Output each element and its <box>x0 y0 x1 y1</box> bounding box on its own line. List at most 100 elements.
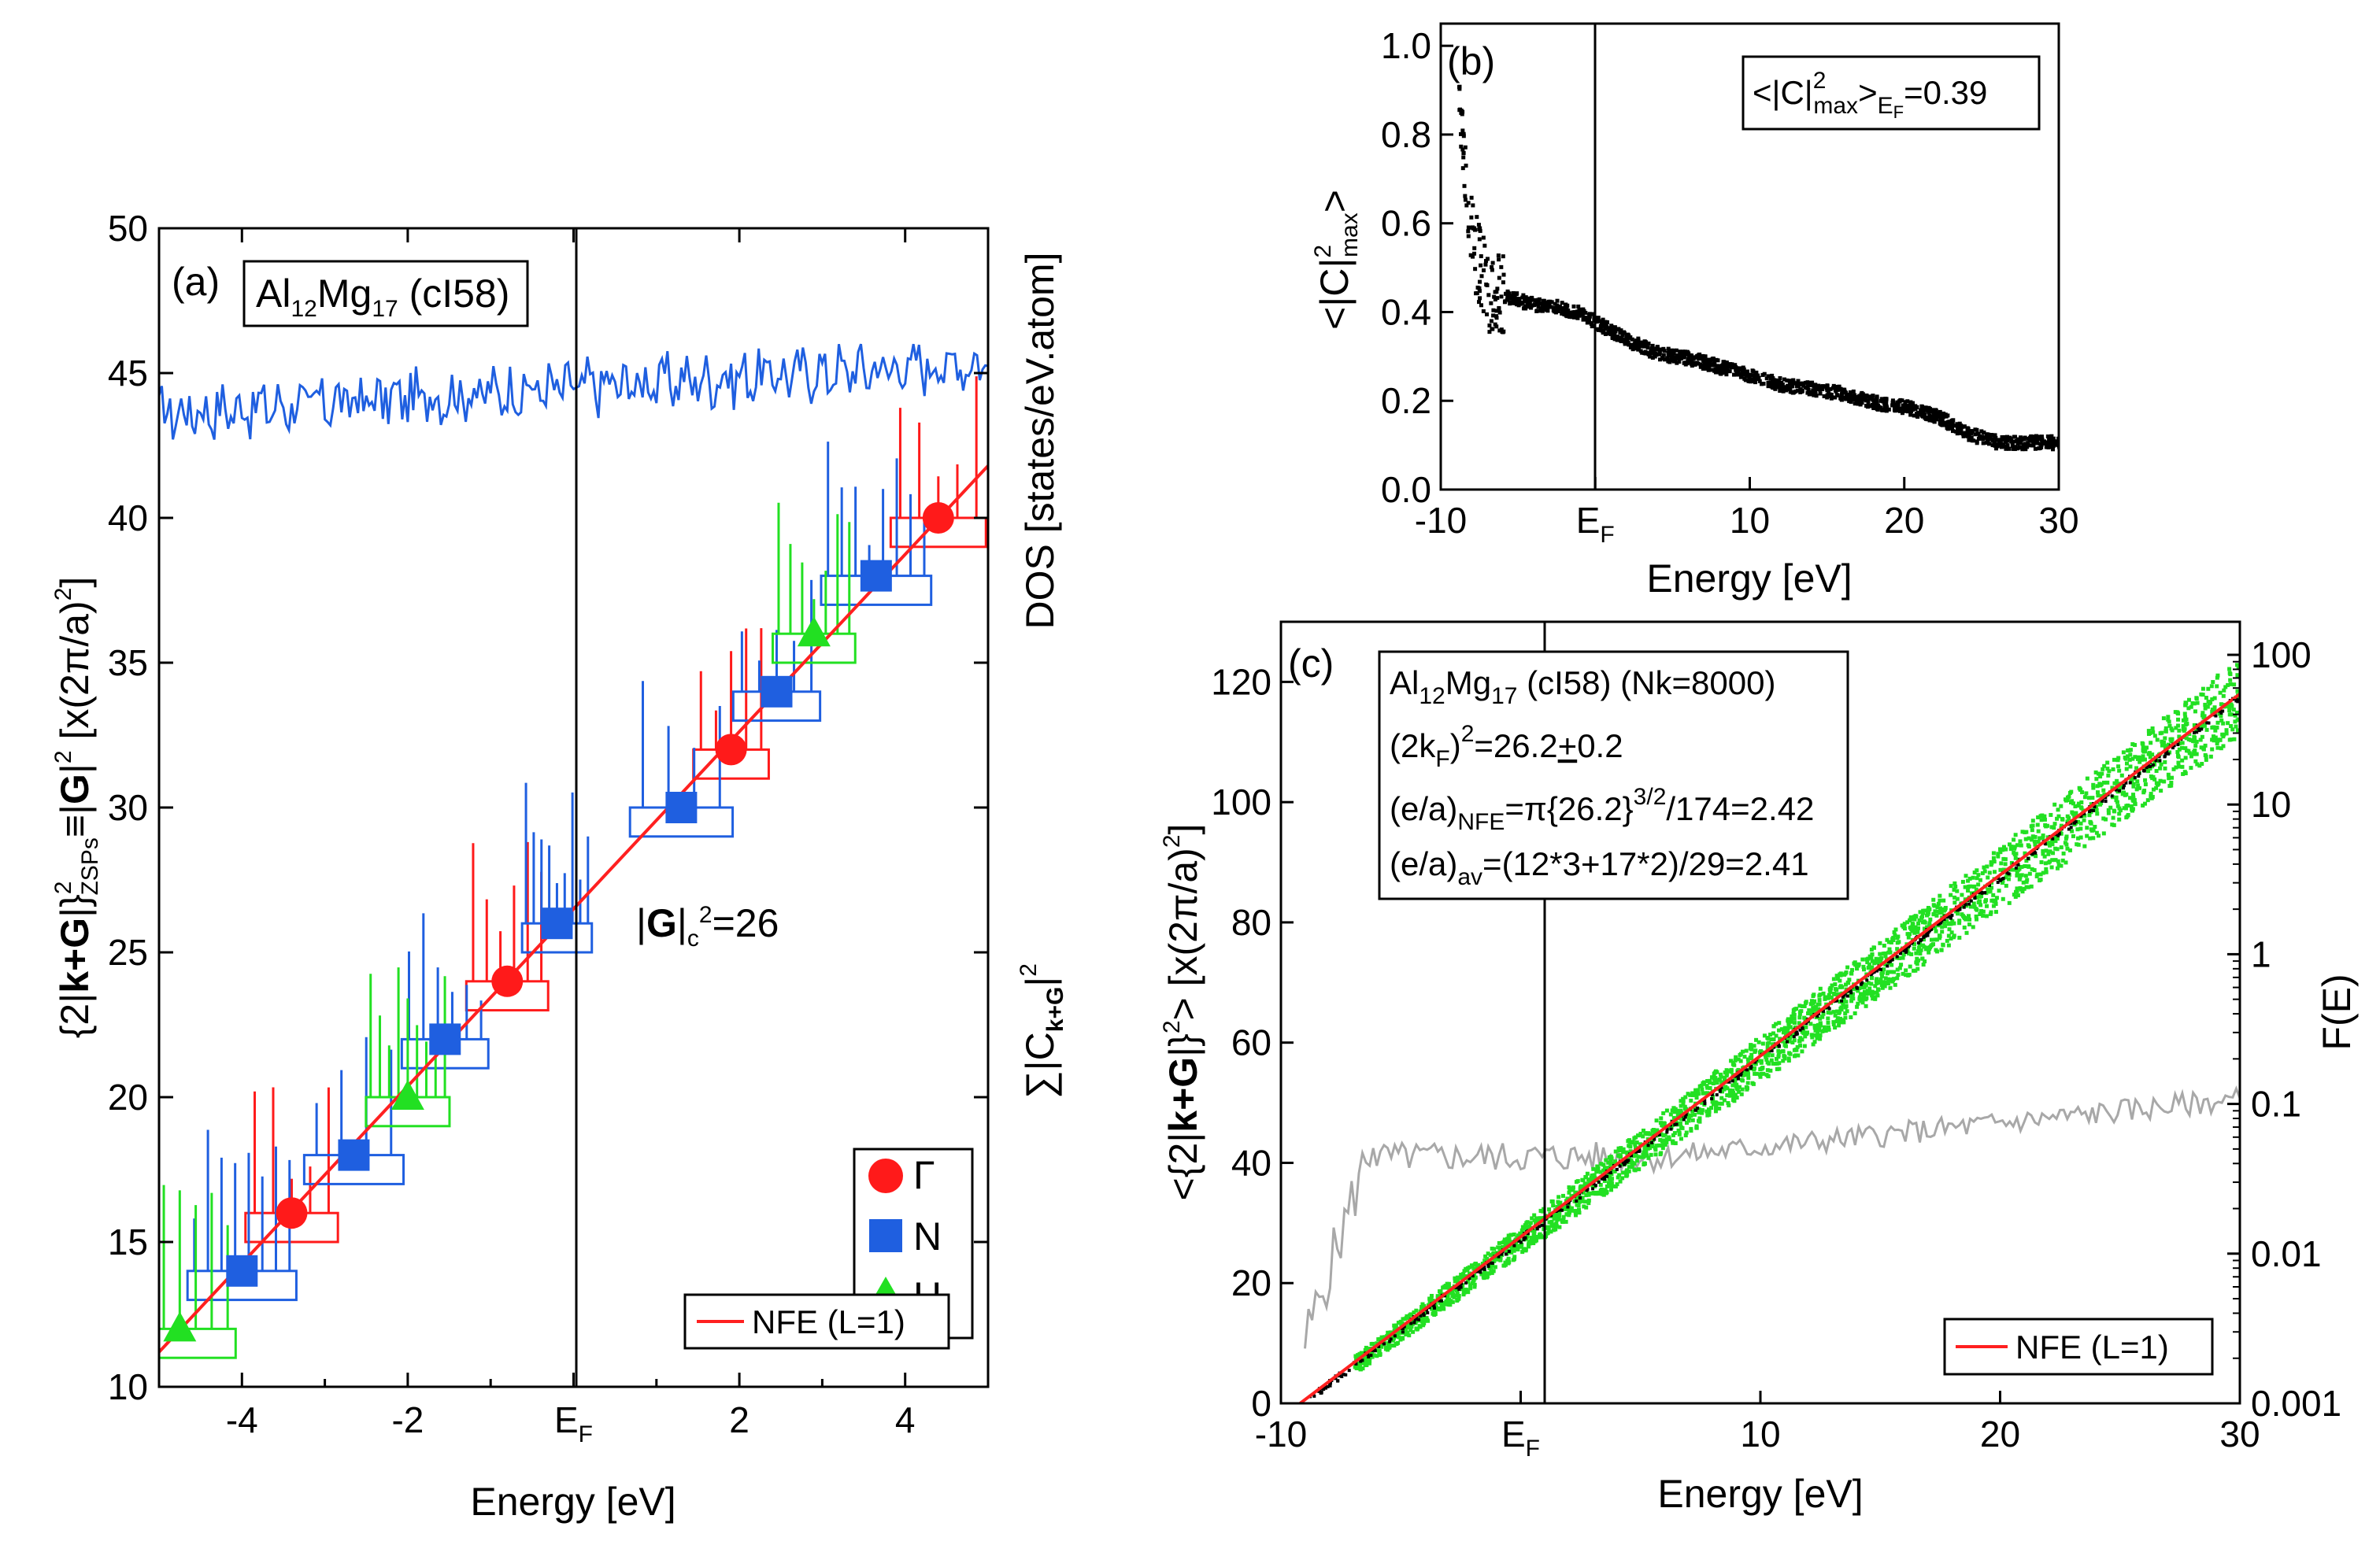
zsp-core-point <box>1535 1226 1539 1230</box>
zsp-point <box>1759 1049 1764 1054</box>
zsp-point <box>2124 767 2129 771</box>
zsp-point <box>1863 984 1867 989</box>
zsp-core-point <box>1630 1154 1634 1158</box>
zsp-point <box>1983 900 1988 904</box>
zsp-core-point <box>2122 786 2126 790</box>
x-tick-label-sub: F <box>1600 522 1614 548</box>
zsp-point <box>1839 1020 1844 1025</box>
zsp-point <box>1767 1061 1771 1066</box>
zsp-point <box>1718 1072 1723 1077</box>
zsp-point <box>1653 1145 1657 1150</box>
zsp-point <box>1607 1184 1612 1188</box>
zsp-point <box>1798 1044 1803 1048</box>
zsp-core-point <box>2117 789 2121 793</box>
zsp-point <box>1926 910 1930 915</box>
zsp-point <box>2088 819 2093 824</box>
zsp-point <box>1466 1290 1471 1295</box>
zsp-point <box>2056 808 2060 812</box>
zsp-core-point <box>1585 1188 1589 1192</box>
zsp-core-point <box>1646 1144 1650 1148</box>
zsp-point <box>2210 737 2215 742</box>
zsp-point <box>1857 995 1862 1000</box>
cmax-point <box>1671 355 1676 360</box>
cmax-point <box>1493 322 1497 327</box>
zsp-point <box>1694 1096 1699 1100</box>
zsp-point <box>1934 929 1938 933</box>
zsp-point <box>2138 760 2142 764</box>
cmax-point <box>2015 441 2020 445</box>
zsp-point <box>1844 1004 1849 1008</box>
zsp-point <box>2079 800 2084 804</box>
zsp-point <box>1643 1131 1648 1136</box>
zsp-point <box>2133 801 2138 806</box>
zsp-point <box>1782 1056 1787 1061</box>
zsp-point <box>1835 992 1840 997</box>
zsp-point <box>1740 1087 1745 1092</box>
zsp-point <box>1407 1325 1412 1330</box>
cmax-point <box>1650 343 1655 348</box>
zsp-point <box>1828 1011 1833 1015</box>
zsp-core-point <box>1684 1112 1688 1116</box>
zsp-core-point <box>1591 1187 1595 1191</box>
cmax-point <box>1883 397 1888 401</box>
zsp-point <box>1777 1061 1782 1066</box>
zsp-point <box>1461 1272 1466 1277</box>
zsp-point <box>2073 804 2078 809</box>
zsp-point <box>1489 1270 1494 1274</box>
cmax-point <box>1945 427 1950 431</box>
zsp-point <box>1544 1232 1549 1236</box>
zsp-point <box>1964 930 1969 935</box>
zsp-point <box>1890 977 1895 981</box>
cmax-point <box>1767 381 1772 386</box>
zsp-point <box>2117 817 2122 822</box>
zsp-core-point <box>1926 931 1930 935</box>
zsp-core-point <box>1929 928 1933 932</box>
zsp-point <box>1670 1123 1675 1128</box>
cmax-point <box>2020 447 2025 452</box>
zsp-core-point <box>2200 727 2204 731</box>
zsp-point <box>1641 1128 1645 1133</box>
zsp-core-point <box>1540 1223 1544 1227</box>
zsp-point <box>1682 1104 1687 1109</box>
x-tick-label-c: 20 <box>1980 1414 2020 1454</box>
zsp-point <box>1793 1025 1797 1029</box>
zsp-point <box>1496 1245 1501 1250</box>
zsp-point <box>1904 973 1908 978</box>
y-tick-label-c: 100 <box>1211 782 1271 822</box>
cmax-point <box>1856 397 1861 402</box>
zsp-point <box>1672 1131 1677 1136</box>
cmax-point <box>1630 342 1634 347</box>
zsp-point <box>1745 1087 1749 1092</box>
cmax-point <box>1994 446 1999 451</box>
zsp-point <box>1851 992 1856 996</box>
cmax-point <box>1607 326 1612 331</box>
text-box-c <box>1378 650 1849 900</box>
zsp-point <box>1620 1176 1625 1181</box>
zsp-core-point <box>1377 1344 1381 1348</box>
cmax-point <box>1975 439 1979 444</box>
zsp-point <box>1512 1255 1517 1259</box>
zsp-point <box>1775 1056 1779 1061</box>
zsp-core-point <box>1457 1288 1461 1292</box>
cmax-point <box>1871 401 1876 405</box>
zsp-point <box>1880 985 1885 990</box>
zsp-point <box>2052 822 2057 826</box>
zsp-point <box>1613 1159 1618 1164</box>
zsp-point <box>2182 712 2187 716</box>
zsp-point <box>2221 744 2226 748</box>
zsp-core-point <box>2104 796 2108 800</box>
cmax-point <box>1697 357 1702 361</box>
zsp-point <box>1974 914 1978 918</box>
zsp-point <box>1654 1118 1659 1123</box>
zsp-point <box>1782 1026 1787 1030</box>
zsp-core-point <box>1890 958 1893 962</box>
zsp-point <box>1711 1081 1716 1086</box>
zsp-point <box>1952 933 1956 938</box>
zsp-point <box>2176 760 2181 765</box>
zsp-point <box>1879 983 1884 988</box>
cmax-point <box>1460 109 1465 114</box>
zsp-point <box>1485 1275 1490 1280</box>
cmax-point <box>1745 370 1750 375</box>
zsp-point <box>1556 1195 1561 1199</box>
zsp-point <box>2090 796 2095 800</box>
